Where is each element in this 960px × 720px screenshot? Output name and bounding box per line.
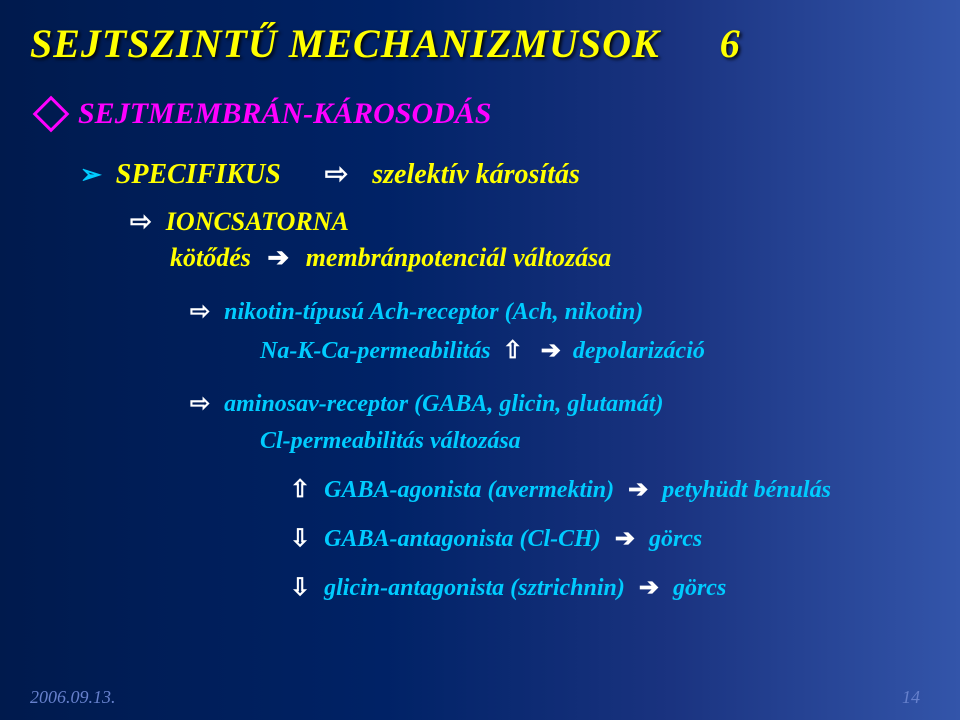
gaba-ant-b: görcs: [649, 526, 702, 553]
arrow-right-icon: ➔: [615, 524, 635, 553]
nikotin-sub-b: depolarizáció: [573, 338, 705, 364]
gli-ant-a: glicin-antagonista (sztrichnin): [324, 575, 625, 602]
arrow-right-icon: ➔: [628, 475, 648, 504]
ioncsatorna-label: IONCSATORNA: [166, 207, 349, 237]
arrow-icon: ⇨: [130, 207, 152, 237]
diamond-bullet-icon: [33, 96, 70, 133]
arrow-icon: ⇨: [325, 157, 348, 191]
row-aminosav: ⇨ aminosav-receptor (GABA, glicin, gluta…: [190, 389, 920, 418]
row-aminosav-sub: Cl-permeabilitás változása: [260, 428, 920, 455]
row-kotodes: kötődés ➔ membránpotenciál változása: [170, 243, 920, 273]
nikotin-text: nikotin-típusú Ach-receptor (Ach, nikoti…: [224, 299, 643, 326]
title-row: SEJTSZINTŰ MECHANIZMUSOK 6: [30, 20, 920, 67]
row-gaba-agonista: ⇧ GABA-agonista (avermektin) ➔ petyhüdt …: [290, 475, 920, 504]
row-nikotin-sub: Na-K-Ca-permeabilitás ⇧ ➔ depolarizáció: [260, 336, 920, 365]
footer-page: 14: [902, 687, 920, 708]
row-ioncsatorna: ⇨ IONCSATORNA: [130, 207, 920, 237]
page-title: SEJTSZINTŰ MECHANIZMUSOK: [30, 20, 660, 67]
row-glicin-antagonista: ⇩ glicin-antagonista (sztrichnin) ➔ görc…: [290, 573, 920, 602]
gli-ant-b: görcs: [673, 575, 726, 602]
specifikus-label: SPECIFIKUS: [116, 159, 281, 191]
aminosav-text: aminosav-receptor (GABA, glicin, glutamá…: [224, 391, 663, 418]
kotodes-b: membránpotenciál változása: [306, 243, 612, 272]
arrow-right-icon: ➔: [267, 243, 289, 272]
aminosav-sub-text: Cl-permeabilitás változása: [260, 428, 521, 454]
row-specifikus: ➢ SPECIFIKUS ⇨ szelektív károsítás: [80, 157, 920, 191]
gaba-ant-a: GABA-antagonista (Cl-CH): [324, 526, 601, 553]
slide: SEJTSZINTŰ MECHANIZMUSOK 6 SEJTMEMBRÁN-K…: [0, 0, 960, 720]
row-nikotin: ⇨ nikotin-típusú Ach-receptor (Ach, niko…: [190, 297, 920, 326]
arrow-up-icon: ⇧: [503, 338, 523, 364]
arrow-icon: ⇨: [190, 297, 210, 326]
kotodes-a: kötődés: [170, 243, 251, 272]
arrow-icon: ⇨: [190, 389, 210, 418]
specifikus-right: szelektív károsítás: [372, 159, 580, 191]
lvl1-text: SEJTMEMBRÁN-KÁROSODÁS: [78, 97, 491, 131]
nikotin-sub-a: Na-K-Ca-permeabilitás: [260, 338, 491, 364]
title-number: 6: [720, 20, 740, 67]
gaba-ag-b: petyhüdt bénulás: [662, 477, 831, 504]
arrow-right-icon: ➔: [541, 338, 561, 364]
heading-lvl1: SEJTMEMBRÁN-KÁROSODÁS: [38, 97, 920, 131]
triangle-bullet-icon: ➢: [80, 160, 102, 190]
arrow-up-icon: ⇧: [290, 475, 310, 504]
arrow-right-icon: ➔: [639, 573, 659, 602]
footer-date: 2006.09.13.: [30, 687, 116, 708]
arrow-down-icon: ⇩: [290, 524, 310, 553]
gaba-ag-a: GABA-agonista (avermektin): [324, 477, 614, 504]
arrow-down-icon: ⇩: [290, 573, 310, 602]
row-gaba-antagonista: ⇩ GABA-antagonista (Cl-CH) ➔ görcs: [290, 524, 920, 553]
